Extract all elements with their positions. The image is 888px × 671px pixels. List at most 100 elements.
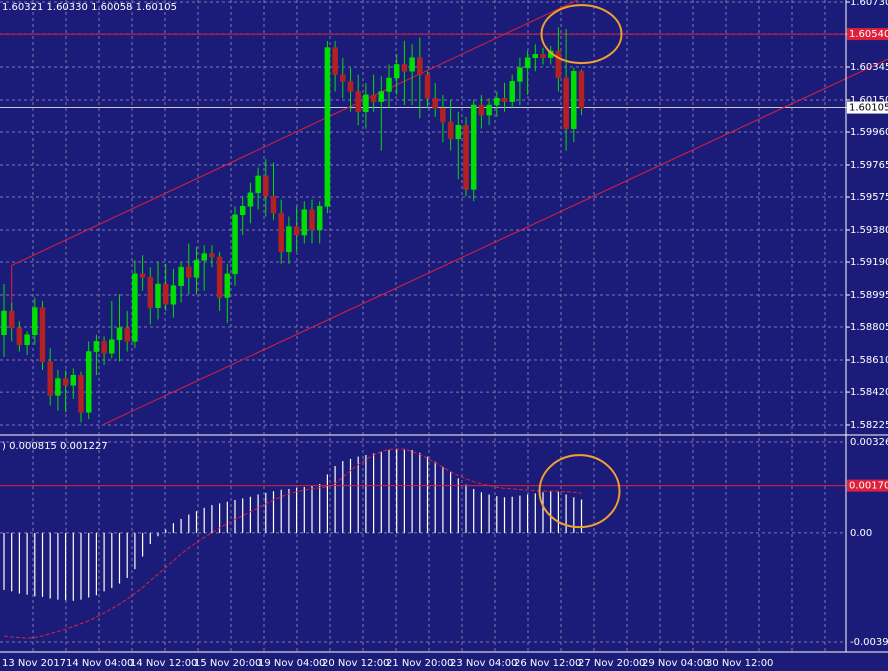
candle[interactable] <box>116 327 123 340</box>
candle[interactable] <box>470 104 477 190</box>
candle[interactable] <box>239 206 246 216</box>
candle[interactable] <box>332 47 338 75</box>
candle[interactable] <box>247 192 254 207</box>
candle[interactable] <box>270 195 277 214</box>
candle[interactable] <box>532 54 539 58</box>
price-tick-label: 1.59190 <box>850 257 888 268</box>
candle[interactable] <box>440 108 446 123</box>
candle[interactable] <box>39 307 46 362</box>
candle[interactable] <box>24 334 30 346</box>
candle[interactable] <box>401 64 408 72</box>
candle[interactable] <box>263 175 269 197</box>
price-tick-label: 1.59575 <box>850 192 888 203</box>
candle[interactable] <box>193 260 200 278</box>
candle[interactable] <box>32 307 38 335</box>
candle[interactable] <box>417 57 423 75</box>
candle[interactable] <box>93 341 100 352</box>
candle[interactable] <box>232 214 238 275</box>
time-tick-label: 15 Nov 20:00 <box>194 658 261 669</box>
candle[interactable] <box>224 273 231 298</box>
ohlc-header: 1.60321 1.60330 1.60058 1.60105 <box>2 2 177 13</box>
candle[interactable] <box>1 310 7 335</box>
candle[interactable] <box>494 98 500 106</box>
candle[interactable] <box>432 98 438 109</box>
time-tick-label: 14 Nov 12:00 <box>130 658 197 669</box>
channel-lower-line[interactable] <box>103 48 888 425</box>
oscillator-tick-label: -0.00392 <box>850 637 888 648</box>
highlight-circle <box>538 454 621 529</box>
candle[interactable] <box>424 74 431 99</box>
candle[interactable] <box>132 273 138 342</box>
candle[interactable] <box>16 327 23 346</box>
candle[interactable] <box>455 125 462 140</box>
candle[interactable] <box>378 91 385 102</box>
candle[interactable] <box>578 70 585 109</box>
candle[interactable] <box>486 104 492 116</box>
candle[interactable] <box>162 283 169 305</box>
price-pane[interactable] <box>0 0 888 425</box>
time-tick-label: 13 Nov 2017 <box>2 658 66 669</box>
candle[interactable] <box>178 266 184 286</box>
candle[interactable] <box>78 374 84 413</box>
candle[interactable] <box>55 378 61 396</box>
candle[interactable] <box>393 64 400 79</box>
candle[interactable] <box>139 273 146 278</box>
candle[interactable] <box>8 310 15 329</box>
candle[interactable] <box>555 50 562 79</box>
candle[interactable] <box>70 374 77 386</box>
price-tick-label: 1.59380 <box>850 225 888 236</box>
candle[interactable] <box>524 57 531 69</box>
candle[interactable] <box>409 57 415 72</box>
channel-upper-line[interactable] <box>11 0 620 266</box>
oscillator-pane[interactable] <box>0 448 846 639</box>
candle[interactable] <box>324 47 331 207</box>
price-tick-label: 1.59765 <box>850 160 888 171</box>
candle[interactable] <box>255 175 261 194</box>
candle[interactable] <box>62 378 69 386</box>
candle[interactable] <box>309 209 315 231</box>
candle[interactable] <box>316 206 323 231</box>
candle[interactable] <box>293 226 300 236</box>
candle[interactable] <box>501 98 508 102</box>
time-tick-label: 30 Nov 12:00 <box>706 658 773 669</box>
signal-line <box>3 448 582 639</box>
time-tick-label: 26 Nov 12:00 <box>514 658 581 669</box>
candle[interactable] <box>386 77 392 92</box>
price-tick-label: 1.58995 <box>850 290 888 301</box>
candle[interactable] <box>109 339 115 354</box>
candle[interactable] <box>186 266 192 278</box>
candle[interactable] <box>216 256 223 298</box>
candle[interactable] <box>286 226 292 253</box>
candle[interactable] <box>347 81 354 92</box>
candle[interactable] <box>201 253 207 261</box>
price-tick-label: 1.58610 <box>850 355 888 366</box>
candle[interactable] <box>478 104 485 116</box>
candle[interactable] <box>509 81 515 102</box>
candle[interactable] <box>301 209 308 236</box>
resistance-price-label: 1.60540 <box>849 29 888 40</box>
candle[interactable] <box>124 327 130 342</box>
price-tick-label: 1.60730 <box>850 0 888 8</box>
candle[interactable] <box>540 54 546 58</box>
price-tick-label: 1.60150 <box>850 95 888 106</box>
candle[interactable] <box>355 91 361 113</box>
candle[interactable] <box>571 70 577 129</box>
candle[interactable] <box>363 94 369 113</box>
time-tick-label: 21 Nov 20:00 <box>386 658 453 669</box>
candle[interactable] <box>155 283 161 308</box>
candle[interactable] <box>85 351 92 413</box>
candle[interactable] <box>101 341 107 354</box>
candle[interactable] <box>278 212 284 253</box>
candle[interactable] <box>370 94 377 102</box>
candle[interactable] <box>563 77 569 129</box>
candle[interactable] <box>47 361 53 396</box>
candle[interactable] <box>340 74 346 82</box>
candle[interactable] <box>209 253 215 258</box>
candle[interactable] <box>447 121 454 140</box>
candle[interactable] <box>463 125 469 190</box>
candle[interactable] <box>147 276 154 308</box>
candle[interactable] <box>517 67 523 82</box>
candle[interactable] <box>170 285 177 305</box>
